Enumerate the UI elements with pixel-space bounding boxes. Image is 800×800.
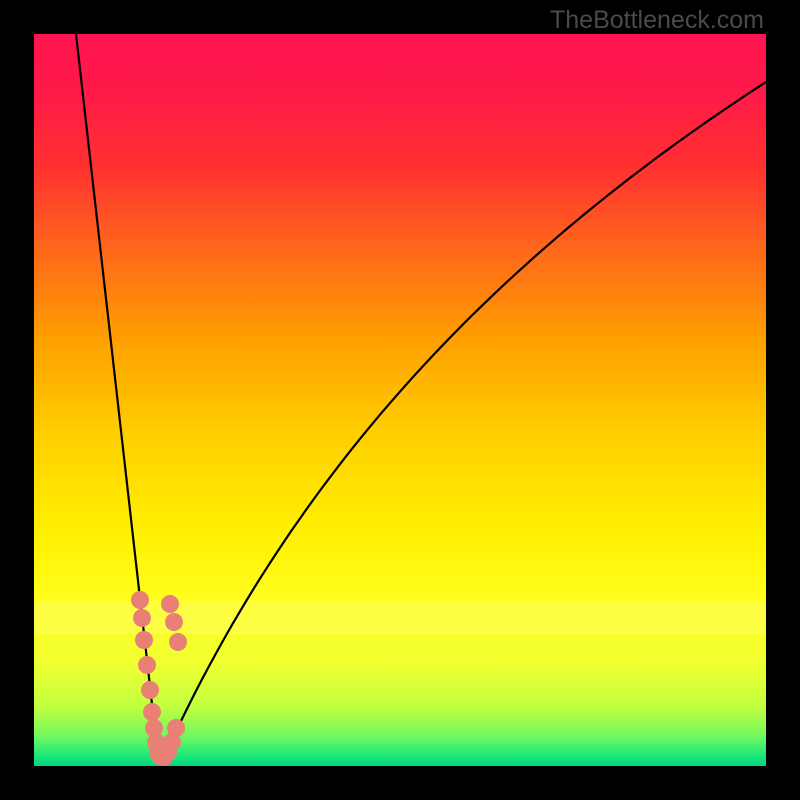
data-marker: [131, 591, 149, 609]
data-marker: [143, 703, 161, 721]
data-marker: [138, 656, 156, 674]
data-marker: [169, 633, 187, 651]
data-marker: [133, 609, 151, 627]
chart-frame: TheBottleneck.com: [0, 0, 800, 800]
data-marker: [161, 595, 179, 613]
data-marker: [165, 613, 183, 631]
data-marker: [167, 719, 185, 737]
watermark-text: TheBottleneck.com: [550, 6, 764, 35]
data-marker: [141, 681, 159, 699]
data-marker: [135, 631, 153, 649]
marker-group: [131, 591, 187, 766]
right-branch-curve: [164, 82, 766, 757]
curve-layer: [0, 0, 800, 800]
